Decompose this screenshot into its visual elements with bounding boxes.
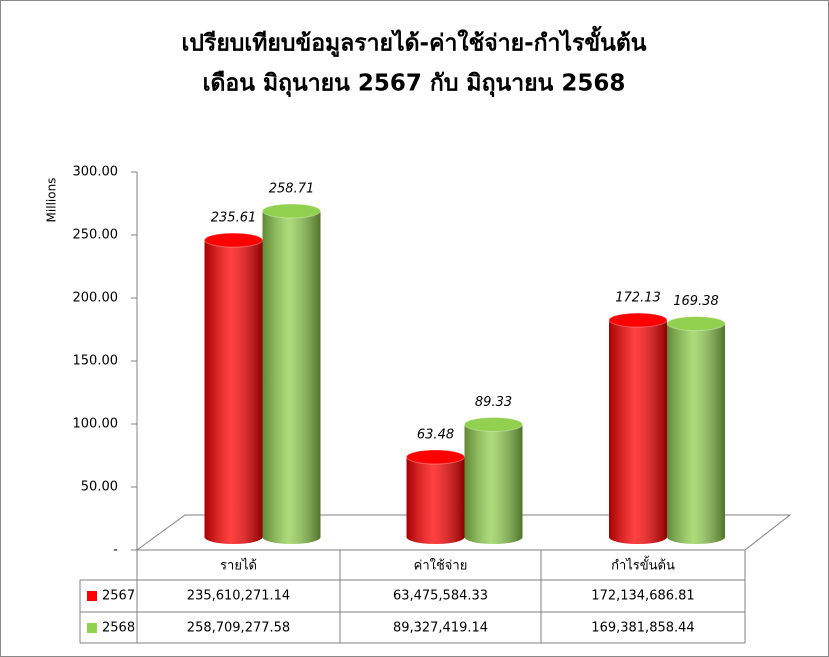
bar-cap [666,316,726,332]
table-cell: 89,327,419.14 [393,621,488,636]
bar-shade [204,240,263,537]
data-label: 63.48 [417,428,454,443]
table-cell: 258,709,277.58 [187,621,290,636]
data-label: 89.33 [475,395,512,410]
data-label: 172.13 [615,291,661,306]
y-tick-label: 300.00 [73,165,119,180]
bar-shade [406,457,465,537]
bar-cap [464,416,523,432]
bar-shade [609,320,667,537]
bar-shade [667,323,725,537]
legend-label: 2567 [102,589,135,604]
data-label: 235.61 [211,211,257,226]
bar-cap [406,449,465,465]
y-tick-label: 50.00 [81,480,118,495]
legend-swatch [87,591,97,601]
chart-title: เปรียบเทียบข้อมูลรายได้-ค่าใช้จ่าย-กำไรข… [182,26,647,58]
y-tick-label: 250.00 [73,228,119,243]
legend-swatch [87,623,97,633]
y-axis-label: Millions [45,178,59,223]
category-label: รายได้ [220,558,257,574]
data-label: 258.71 [269,182,315,197]
data-label: 169.38 [673,294,719,309]
y-tick-label: 100.00 [73,417,119,432]
table-cell: 63,475,584.33 [393,589,488,604]
bar-cap [608,312,668,328]
legend-label: 2568 [102,621,135,636]
table-cell: 235,610,271.14 [187,589,290,604]
data-table [79,549,746,644]
bar-cap [204,232,263,248]
chart-subtitle: เดือน มิถุนายน 2567 กับ มิถุนายน 2568 [203,71,626,98]
category-label: ค่าใช้จ่าย [414,558,468,574]
category-label: กำไรขั้นต้น [611,556,675,574]
y-tick-label: - [113,543,118,558]
bar-shade [262,211,321,538]
table-cell: 172,134,686.81 [591,589,694,604]
bar-cap [262,203,321,219]
table-cell: 169,381,858.44 [591,621,694,636]
y-tick-label: 200.00 [73,291,119,306]
bar-shade [464,424,523,537]
y-tick-label: 150.00 [73,354,119,369]
